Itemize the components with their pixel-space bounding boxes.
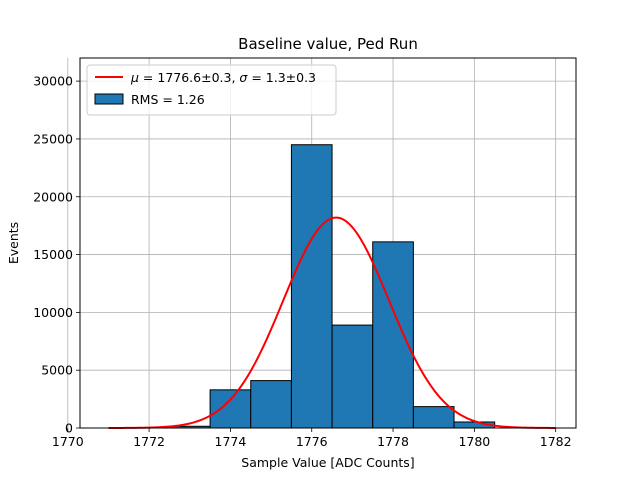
x-tick-label: 1776	[296, 434, 328, 449]
legend-mu-symbol: μ	[130, 70, 139, 85]
histogram-bar	[290, 144, 333, 429]
legend-fit-label: μ = 1776.6±0.3, σ = 1.3±0.3	[130, 70, 316, 85]
x-tick-label: 1780	[458, 434, 490, 449]
legend-histogram-label: RMS = 1.26	[131, 92, 205, 107]
y-axis-ticks: 0 5000 10000 15000 20000 25000 30000	[33, 74, 80, 436]
y-tick-label: 10000	[33, 305, 73, 320]
y-tick-label: 5000	[41, 363, 73, 378]
x-tick-label: 1772	[133, 434, 165, 449]
y-tick-label: 20000	[33, 189, 73, 204]
legend: μ = 1776.6±0.3, σ = 1.3±0.3 RMS = 1.26	[86, 64, 337, 116]
legend-histogram-swatch	[94, 93, 124, 105]
y-tick-label: 15000	[33, 247, 73, 262]
y-tick-label: 0	[65, 421, 73, 436]
fit-curve-layer	[108, 216, 556, 429]
y-axis-label: Events	[6, 222, 21, 264]
y-tick-label: 30000	[33, 74, 73, 89]
histogram-bars	[128, 144, 496, 429]
legend-sigma-value: = 1.3±0.3	[247, 70, 316, 85]
histogram-bar	[250, 380, 292, 429]
x-tick-label: 1770	[52, 434, 84, 449]
gaussian-fit-curve	[108, 216, 556, 429]
chart-title: Baseline value, Ped Run	[238, 35, 418, 53]
x-tick-label: 1778	[377, 434, 409, 449]
legend-box	[86, 64, 337, 116]
x-axis-label: Sample Value [ADC Counts]	[241, 455, 414, 470]
histogram-bar	[412, 406, 455, 429]
y-tick-label: 25000	[33, 131, 73, 146]
x-tick-label: 1782	[540, 434, 572, 449]
histogram-bar	[331, 324, 374, 429]
x-tick-label: 1774	[215, 434, 247, 449]
histogram-bar	[372, 241, 414, 429]
histogram-bar	[209, 389, 252, 429]
legend-mu-value: = 1776.6±0.3,	[139, 70, 239, 85]
plot-frame	[79, 57, 577, 429]
legend-sigma-symbol: σ	[239, 70, 248, 85]
x-axis-ticks: 1770 1772 1774 1776 1778 1780 1782	[52, 428, 572, 449]
